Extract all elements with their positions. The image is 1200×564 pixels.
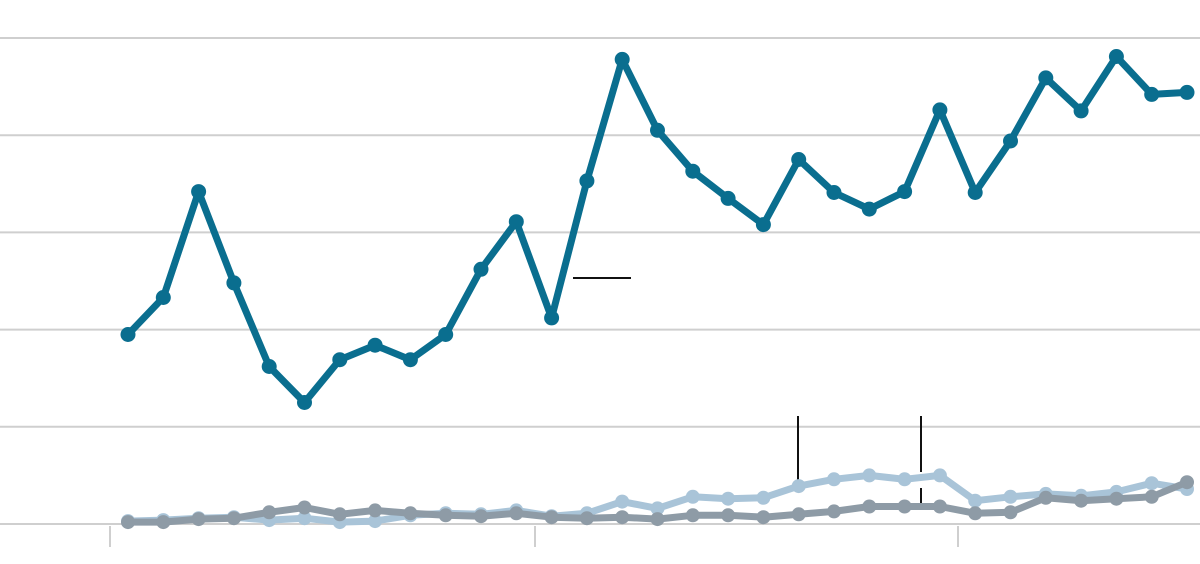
series-3-point — [862, 499, 877, 514]
series-3-point — [827, 504, 841, 519]
series-3-point — [438, 508, 453, 523]
series-3-point — [615, 510, 630, 525]
series-3-point — [1109, 491, 1124, 506]
series-2-point — [791, 479, 806, 494]
series-1-point — [1038, 70, 1054, 86]
series-3-point — [403, 506, 418, 521]
series-2-point — [721, 491, 736, 506]
series-3-point — [1038, 490, 1053, 505]
series-3-point — [1144, 489, 1159, 504]
series-3-point — [297, 500, 312, 515]
series-3-point — [509, 506, 524, 521]
series-2-point — [827, 472, 841, 487]
x-axis-ticks — [109, 526, 959, 547]
series-1-point — [1003, 133, 1018, 149]
series-3 — [121, 475, 1194, 530]
series-3-point — [226, 511, 241, 526]
series-2-point — [862, 468, 877, 483]
series-3-point — [156, 515, 171, 530]
series-1-point — [1144, 86, 1160, 102]
series-2-point — [297, 511, 312, 526]
series-1-point — [544, 310, 560, 326]
series-1-point — [297, 395, 312, 410]
series-3-point — [968, 506, 983, 521]
series-3-point — [756, 510, 771, 525]
series-3-point — [579, 511, 594, 526]
series-3-point — [791, 507, 806, 522]
series-1-point — [226, 275, 242, 291]
series-3-point — [368, 503, 383, 518]
series-1-point — [402, 352, 418, 368]
series-3-point — [262, 505, 277, 520]
series-1-point — [1179, 84, 1195, 100]
series-2-point — [932, 468, 947, 483]
series-1-point — [438, 327, 454, 342]
series-1-line — [124, 53, 1191, 406]
series-3-point — [474, 509, 488, 524]
series-3-point — [544, 510, 559, 525]
series-1-point — [720, 190, 736, 206]
series-2-point — [756, 490, 771, 505]
series-1-point — [579, 173, 595, 189]
series-2-point — [1144, 476, 1159, 491]
series-3-point — [897, 499, 912, 514]
series-3-point — [932, 499, 947, 514]
series-3-point — [121, 515, 135, 530]
series-1-point — [473, 261, 489, 277]
series-3-point — [1180, 475, 1194, 490]
annotation-marks — [573, 277, 922, 503]
series-2-point — [968, 493, 983, 508]
gridlines — [0, 37, 1200, 525]
series-1-point — [367, 337, 383, 353]
series-layer — [120, 49, 1195, 530]
series-3-point — [1074, 493, 1089, 508]
series-1-point — [614, 51, 630, 67]
series-2-point — [615, 494, 630, 509]
series-1-point — [1108, 49, 1124, 64]
series-1-point — [650, 122, 665, 138]
series-1-point — [155, 290, 171, 305]
series-2-point — [650, 501, 665, 516]
series-2-point — [1003, 489, 1018, 504]
series-1-point — [332, 352, 348, 368]
series-1 — [120, 49, 1195, 410]
series-1-point — [261, 359, 277, 374]
series-1-point — [791, 152, 807, 167]
series-1-point — [120, 327, 136, 342]
series-3-point — [191, 512, 206, 527]
series-1-point — [967, 185, 983, 200]
series-2-point — [897, 472, 912, 487]
series-1-point — [191, 184, 207, 200]
series-3-point — [332, 507, 347, 522]
series-1-point — [932, 102, 948, 118]
series-1-point — [1073, 103, 1089, 119]
series-2-point — [685, 489, 700, 504]
series-3-point — [685, 508, 700, 523]
series-1-point — [897, 184, 913, 200]
series-3-point — [1003, 505, 1018, 520]
series-1-point — [755, 217, 771, 233]
series-1-point — [861, 201, 877, 217]
series-1-point — [826, 185, 842, 200]
series-2-point — [368, 514, 383, 529]
series-3-point — [721, 508, 736, 523]
series-1-point — [685, 163, 701, 179]
series-1-point — [508, 214, 524, 230]
series-3-point — [650, 512, 665, 527]
